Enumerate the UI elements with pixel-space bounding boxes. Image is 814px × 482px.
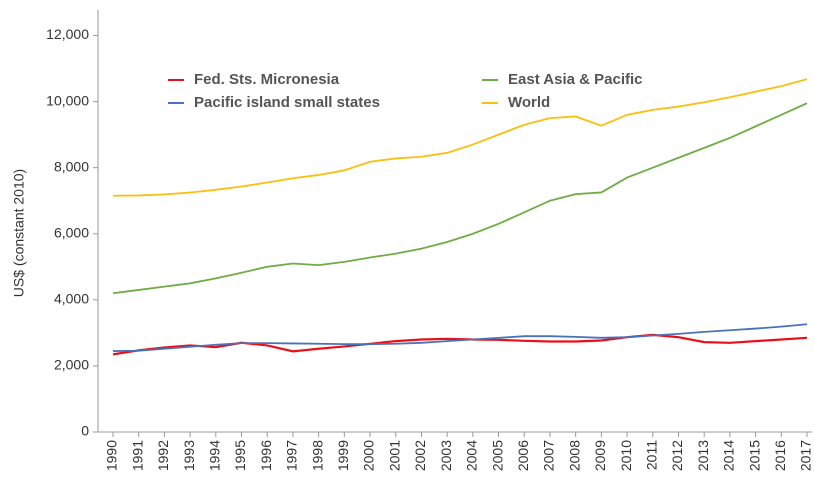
y-tick-label: 6,000 — [54, 224, 89, 240]
x-tick-label: 2015 — [746, 440, 762, 471]
x-tick-label: 2005 — [489, 440, 505, 471]
y-tick-label: 12,000 — [46, 26, 89, 42]
x-tick-label: 2004 — [464, 440, 480, 471]
x-tick-label: 2017 — [798, 440, 814, 471]
y-tick-label: 8,000 — [54, 158, 89, 174]
y-tick-label: 10,000 — [46, 92, 89, 108]
legend-label: East Asia & Pacific — [508, 71, 643, 88]
x-tick-label: 1997 — [284, 440, 300, 471]
y-tick-label: 4,000 — [54, 291, 89, 307]
x-tick-label: 2014 — [721, 440, 737, 471]
x-tick-label: 1998 — [309, 440, 325, 471]
x-tick-label: 2006 — [515, 440, 531, 471]
series-line — [112, 333, 808, 356]
x-tick-label: 2009 — [592, 440, 608, 471]
x-tick-label: 1995 — [232, 440, 248, 471]
x-tick-label: 2011 — [643, 440, 659, 470]
series-line — [112, 102, 808, 295]
y-axis-label: US$ (constant 2010) — [11, 169, 27, 297]
x-tick-label: 2003 — [438, 440, 454, 471]
legend-label: Pacific island small states — [194, 94, 380, 111]
series-line — [112, 78, 808, 197]
x-tick-label: 1990 — [104, 440, 120, 471]
legend-label: World — [508, 94, 550, 111]
x-tick-label: 1991 — [129, 440, 145, 471]
x-tick-label: 2016 — [772, 440, 788, 471]
x-tick-label: 2010 — [618, 440, 634, 471]
x-tick-label: 2007 — [541, 440, 557, 471]
x-tick-label: 1999 — [335, 440, 351, 471]
x-tick-label: 1996 — [258, 440, 274, 471]
legend-label: Fed. Sts. Micronesia — [194, 71, 340, 88]
x-tick-label: 2013 — [695, 440, 711, 471]
x-tick-label: 2008 — [566, 440, 582, 471]
series-line — [112, 323, 808, 352]
y-tick-label: 2,000 — [54, 357, 89, 373]
x-tick-label: 1993 — [181, 440, 197, 471]
y-tick-label: 0 — [81, 423, 89, 439]
x-tick-label: 1992 — [155, 440, 171, 471]
x-tick-label: 2002 — [412, 440, 428, 471]
x-tick-label: 2000 — [361, 440, 377, 471]
x-tick-label: 1994 — [207, 440, 223, 471]
x-tick-label: 2001 — [386, 440, 402, 471]
x-tick-label: 2012 — [669, 440, 685, 471]
